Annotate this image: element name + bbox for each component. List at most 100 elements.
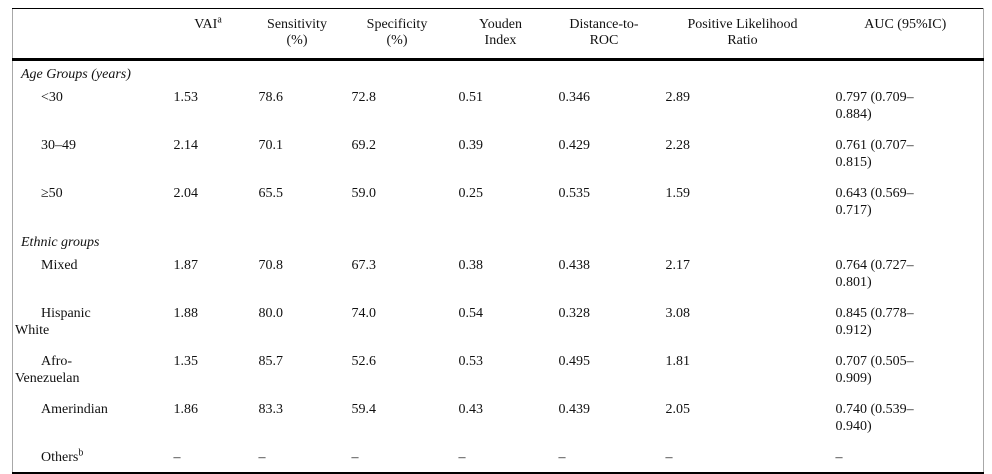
auc-value-cell: 0.643 (0.569– 0.717)	[828, 181, 984, 229]
plr-value: 3.08	[665, 306, 691, 321]
auc-value-line1: 0.797 (0.709–	[835, 90, 914, 105]
col-header-line2: (%)	[286, 33, 308, 48]
col-header-line2: Ratio	[727, 33, 758, 48]
col-header-line1: Distance-to-	[569, 17, 639, 32]
row-label-cell: Hispanic White	[13, 301, 166, 349]
auc-value-cell: 0.761 (0.707– 0.815)	[828, 133, 984, 181]
vai-value: 1.86	[173, 402, 199, 417]
row-label-cell: Othersb	[13, 445, 166, 473]
table-row: Othersb – – – – – – –	[13, 445, 984, 473]
section-row: Age Groups (years)	[13, 60, 984, 86]
row-label: Othersb	[41, 447, 84, 465]
col-header-vai: VAIa	[165, 8, 251, 61]
auc-value-line1: 0.761 (0.707–	[835, 138, 914, 153]
section-row: Ethnic groups	[13, 229, 984, 253]
col-header-line1: Specificity	[366, 17, 428, 32]
table-row: Amerindian 1.86 83.3 59.4 0.43 0.439 2.05 0.740…	[13, 397, 984, 445]
table-row: ≥50 2.04 65.5 59.0 0.25 0.535 1.59 0.643 (0.569…	[13, 181, 984, 229]
youden-value: 0.38	[458, 258, 484, 273]
auc-value-line1: 0.845 (0.778–	[835, 306, 914, 321]
vai-value: 2.14	[173, 138, 199, 153]
row-label: Afro-	[41, 354, 73, 369]
vai-value: 1.87	[173, 258, 199, 273]
auc-value-cell: 0.707 (0.505– 0.909)	[828, 349, 984, 397]
distance-value: 0.429	[558, 138, 591, 153]
col-header-specificity: Specificity (%)	[343, 8, 451, 61]
row-label-cell: Afro- Venezuelan	[13, 349, 166, 397]
plr-value: –	[665, 450, 673, 465]
youden-value: 0.25	[458, 186, 484, 201]
col-header-line2: Index	[484, 33, 517, 48]
col-header-sensitivity: Sensitivity (%)	[250, 8, 344, 61]
vai-value: 1.88	[173, 306, 199, 321]
plr-value: 1.81	[665, 354, 691, 369]
vai-value: –	[173, 450, 181, 465]
vai-value: 2.04	[173, 186, 199, 201]
header-row: VAIa Sensitivity (%) Specificity (%) Youden In…	[12, 8, 984, 61]
table-row: <30 1.53 78.6 72.8 0.51 0.346 2.89 0.797 (0.709…	[13, 85, 984, 133]
row-label-wrap: Venezuelan	[15, 371, 80, 386]
sensitivity-value: 80.0	[258, 306, 284, 321]
table-row: Hispanic White 1.88 80.0 74.0 0.54 0.328 3.08 0.…	[13, 301, 984, 349]
distance-value: 0.346	[558, 90, 591, 105]
col-header-line1: AUC (95%IC)	[864, 17, 947, 32]
row-label: Hispanic	[41, 306, 91, 321]
youden-value: 0.39	[458, 138, 484, 153]
col-header-auc: AUC (95%IC)	[827, 8, 984, 61]
auc-value-cell: 0.764 (0.727– 0.801)	[828, 253, 984, 301]
row-label: ≥50	[41, 186, 63, 201]
auc-value-line2: 0.815)	[835, 155, 872, 170]
section-label: Ethnic groups	[21, 235, 100, 250]
specificity-value: 69.2	[351, 138, 377, 153]
auc-value-line2: 0.884)	[835, 107, 872, 122]
plr-value: 2.89	[665, 90, 691, 105]
specificity-value: 59.0	[351, 186, 377, 201]
table-head: VAIa Sensitivity (%) Specificity (%) Youden In…	[12, 8, 984, 61]
sensitivity-value: 70.8	[258, 258, 284, 273]
section-label: Age Groups (years)	[21, 67, 131, 82]
auc-value-line2: 0.801)	[835, 275, 872, 290]
youden-value: 0.43	[458, 402, 484, 417]
specificity-value: 67.3	[351, 258, 377, 273]
auc-value-line2: 0.909)	[835, 371, 872, 386]
distance-value: 0.328	[558, 306, 591, 321]
auc-value-line2: 0.940)	[835, 419, 872, 434]
auc-value-line1: 0.707 (0.505–	[835, 354, 914, 369]
col-header-label	[12, 8, 166, 61]
distance-value: 0.439	[558, 402, 591, 417]
specificity-value: 52.6	[351, 354, 377, 369]
table-row: Mixed 1.87 70.8 67.3 0.38 0.438 2.17 0.764 (0.7…	[13, 253, 984, 301]
footnote-marker: a	[217, 14, 222, 26]
vai-value: 1.35	[173, 354, 199, 369]
youden-value: –	[458, 450, 466, 465]
row-label: 30–49	[41, 138, 76, 153]
row-label-cell: ≥50	[13, 181, 166, 229]
row-label: <30	[41, 90, 63, 105]
plr-value: 2.05	[665, 402, 691, 417]
distance-value: 0.438	[558, 258, 591, 273]
auc-value-cell: 0.845 (0.778– 0.912)	[828, 301, 984, 349]
specificity-value: 59.4	[351, 402, 377, 417]
sensitivity-value: 65.5	[258, 186, 284, 201]
col-header-distance: Distance-to- ROC	[550, 8, 658, 61]
specificity-value: 74.0	[351, 306, 377, 321]
auc-value-cell: 0.797 (0.709– 0.884)	[828, 85, 984, 133]
distance-value: –	[558, 450, 566, 465]
youden-value: 0.54	[458, 306, 484, 321]
col-header-line1: VAIa	[194, 14, 222, 32]
plr-value: 1.59	[665, 186, 691, 201]
footnote-marker: b	[78, 447, 84, 459]
col-header-line2: (%)	[386, 33, 408, 48]
sensitivity-value: 85.7	[258, 354, 284, 369]
row-label-cell: <30	[13, 85, 166, 133]
col-header-line1: Youden	[479, 17, 522, 32]
table-row: 30–49 2.14 70.1 69.2 0.39 0.429 2.28 0.761 (0.7…	[13, 133, 984, 181]
auc-value-cell: 0.740 (0.539– 0.940)	[828, 397, 984, 445]
row-label: Amerindian	[41, 402, 108, 417]
youden-value: 0.53	[458, 354, 484, 369]
auc-value-line1: –	[835, 450, 843, 465]
sensitivity-value: –	[258, 450, 266, 465]
col-header-line1: Positive Likelihood	[687, 17, 798, 32]
paper-table-container: VAIa Sensitivity (%) Specificity (%) Youden In…	[12, 8, 984, 474]
youden-value: 0.51	[458, 90, 484, 105]
